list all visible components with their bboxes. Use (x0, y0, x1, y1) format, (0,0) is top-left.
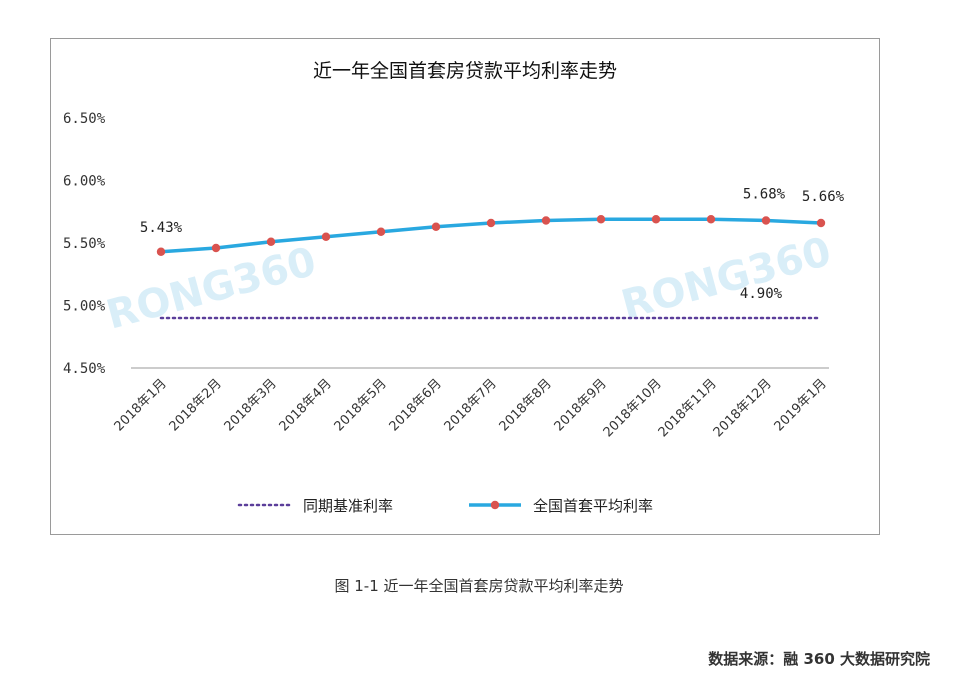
x-tick-label: 2018年5月 (332, 376, 390, 434)
data-point (816, 218, 826, 228)
y-tick-label: 6.00% (63, 174, 106, 190)
data-label: 5.68% (743, 187, 786, 203)
x-tick-label: 2018年11月 (656, 376, 720, 440)
data-point (321, 232, 331, 241)
data-point (541, 216, 551, 225)
watermark-text: RONG360 (617, 229, 836, 329)
data-label: 5.43% (140, 220, 183, 236)
watermark-text: RONG360 (102, 239, 321, 339)
x-tick-label: 2018年6月 (387, 376, 445, 434)
y-tick-label: 6.50% (63, 111, 106, 127)
data-point (596, 215, 606, 224)
data-point (651, 215, 661, 224)
legend-label-avg-rate: 全国首套平均利率 (533, 497, 653, 515)
chart-title: 近一年全国首套房贷款平均利率走势 (313, 60, 617, 82)
data-point (486, 218, 496, 228)
y-tick-label: 5.50% (63, 236, 106, 252)
x-tick-label: 2018年12月 (711, 376, 775, 440)
x-tick-label: 2018年7月 (442, 376, 500, 434)
x-tick-label: 2018年9月 (552, 376, 610, 434)
data-point (266, 237, 276, 246)
y-tick-label: 5.00% (63, 299, 106, 315)
data-point (761, 216, 771, 225)
figure-caption: 图 1-1 近一年全国首套房贷款平均利率走势 (334, 577, 624, 595)
chart-frame: 近一年全国首套房贷款平均利率走势 RONG360 RONG360 4.50% 5.0… (50, 38, 880, 535)
data-point (376, 227, 386, 236)
x-tick-label: 2018年1月 (112, 376, 170, 434)
x-tick-label: 2019年1月 (772, 376, 830, 434)
legend-marker-avg-rate-dot (490, 500, 500, 510)
line-chart: 近一年全国首套房贷款平均利率走势 RONG360 RONG360 4.50% 5.0… (63, 60, 845, 515)
data-point (431, 222, 441, 231)
data-source: 数据来源：融 360 大数据研究院 (708, 650, 930, 668)
x-tick-label: 2018年10月 (601, 376, 665, 440)
data-point (706, 215, 716, 224)
data-label: 5.66% (802, 189, 845, 205)
data-point (211, 243, 221, 253)
y-tick-label: 4.50% (63, 361, 106, 377)
x-tick-label: 2018年2月 (167, 376, 225, 434)
data-label: 4.90% (740, 286, 783, 302)
x-tick-label: 2018年8月 (497, 376, 555, 434)
legend-label-baseline-rate: 同期基准利率 (303, 497, 393, 515)
data-point (156, 247, 166, 256)
x-tick-label: 2018年4月 (277, 376, 335, 434)
x-tick-label: 2018年3月 (222, 376, 280, 434)
